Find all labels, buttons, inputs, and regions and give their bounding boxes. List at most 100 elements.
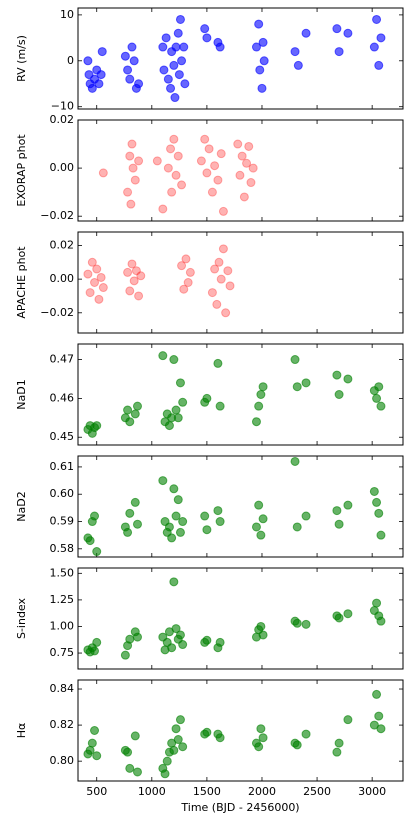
data-point bbox=[123, 747, 133, 757]
data-point bbox=[125, 286, 135, 296]
data-point bbox=[258, 733, 268, 743]
data-point bbox=[376, 616, 386, 626]
data-point bbox=[97, 47, 107, 57]
data-point bbox=[178, 742, 188, 752]
data-point bbox=[185, 267, 195, 277]
data-point bbox=[152, 156, 162, 166]
data-point bbox=[372, 497, 382, 507]
data-point bbox=[221, 308, 231, 318]
data-point bbox=[167, 533, 177, 543]
data-point bbox=[173, 413, 183, 423]
data-point bbox=[178, 517, 188, 527]
data-point bbox=[207, 187, 217, 197]
data-point bbox=[161, 33, 171, 43]
data-point bbox=[242, 158, 252, 168]
data-point bbox=[125, 74, 135, 84]
data-point bbox=[332, 24, 342, 34]
data-point bbox=[125, 508, 135, 518]
y-tick-label: 1.00 bbox=[50, 619, 75, 632]
data-point bbox=[125, 763, 135, 773]
data-point bbox=[216, 149, 226, 159]
data-point bbox=[158, 204, 168, 214]
data-point bbox=[179, 284, 189, 294]
data-point bbox=[202, 635, 212, 645]
data-point bbox=[200, 511, 210, 521]
data-point bbox=[131, 266, 141, 276]
data-point bbox=[290, 456, 300, 466]
data-point bbox=[171, 624, 181, 634]
data-point bbox=[171, 724, 181, 734]
data-point bbox=[90, 726, 100, 735]
data-point bbox=[173, 151, 183, 161]
axes-frame bbox=[77, 455, 404, 558]
data-point bbox=[251, 417, 261, 427]
y-tick-label: −10 bbox=[51, 100, 74, 113]
data-point bbox=[343, 715, 353, 725]
data-point bbox=[183, 278, 193, 287]
data-point bbox=[94, 79, 104, 89]
data-point bbox=[129, 56, 139, 66]
data-point bbox=[334, 519, 344, 529]
x-tick-label: 2500 bbox=[303, 785, 331, 798]
data-point bbox=[372, 14, 382, 24]
data-point bbox=[180, 79, 190, 89]
data-point bbox=[164, 421, 174, 431]
data-point bbox=[301, 729, 311, 739]
data-point bbox=[218, 244, 228, 254]
data-point bbox=[376, 33, 386, 43]
data-point bbox=[223, 266, 233, 276]
data-point bbox=[175, 715, 185, 725]
data-point bbox=[132, 767, 142, 777]
data-point bbox=[256, 530, 266, 540]
data-point bbox=[290, 355, 300, 365]
data-point bbox=[210, 264, 220, 274]
data-point bbox=[210, 161, 220, 171]
data-point bbox=[170, 93, 180, 103]
data-point bbox=[94, 294, 104, 304]
y-tick-label: 0.00 bbox=[50, 161, 75, 174]
data-point bbox=[160, 769, 170, 779]
data-point bbox=[202, 33, 212, 43]
y-tick-label: 0.80 bbox=[50, 754, 75, 767]
data-point bbox=[369, 42, 379, 52]
data-point bbox=[181, 254, 191, 264]
data-point bbox=[334, 47, 344, 57]
data-point bbox=[166, 83, 176, 93]
data-point bbox=[130, 731, 140, 741]
data-point bbox=[204, 144, 214, 154]
data-point bbox=[127, 42, 137, 52]
data-point bbox=[372, 689, 382, 699]
data-point bbox=[171, 405, 181, 415]
data-point bbox=[213, 175, 223, 185]
y-tick-label: 0 bbox=[67, 54, 74, 67]
data-point bbox=[301, 511, 311, 521]
data-point bbox=[175, 630, 185, 640]
x-tick-label: 1000 bbox=[138, 785, 166, 798]
data-point bbox=[83, 269, 93, 279]
data-point bbox=[177, 180, 187, 190]
data-point bbox=[134, 156, 144, 166]
data-point bbox=[376, 401, 386, 411]
data-point bbox=[202, 393, 212, 403]
data-point bbox=[179, 42, 189, 52]
data-point bbox=[158, 351, 168, 361]
y-tick-label: 1.50 bbox=[50, 566, 75, 579]
data-point bbox=[215, 637, 225, 647]
data-point bbox=[134, 79, 144, 89]
y-tick-label: −0.02 bbox=[40, 209, 74, 222]
data-point bbox=[171, 511, 181, 521]
data-point bbox=[158, 476, 168, 486]
data-point bbox=[130, 497, 140, 507]
data-point bbox=[254, 500, 264, 510]
data-point bbox=[98, 283, 108, 293]
data-point bbox=[92, 637, 102, 647]
axes-frame bbox=[77, 7, 404, 110]
data-point bbox=[169, 60, 179, 70]
data-point bbox=[196, 156, 206, 166]
data-point bbox=[301, 378, 311, 388]
data-point bbox=[127, 259, 137, 269]
data-point bbox=[136, 271, 146, 281]
data-point bbox=[90, 646, 100, 656]
data-point bbox=[256, 724, 266, 734]
data-point bbox=[334, 390, 344, 399]
